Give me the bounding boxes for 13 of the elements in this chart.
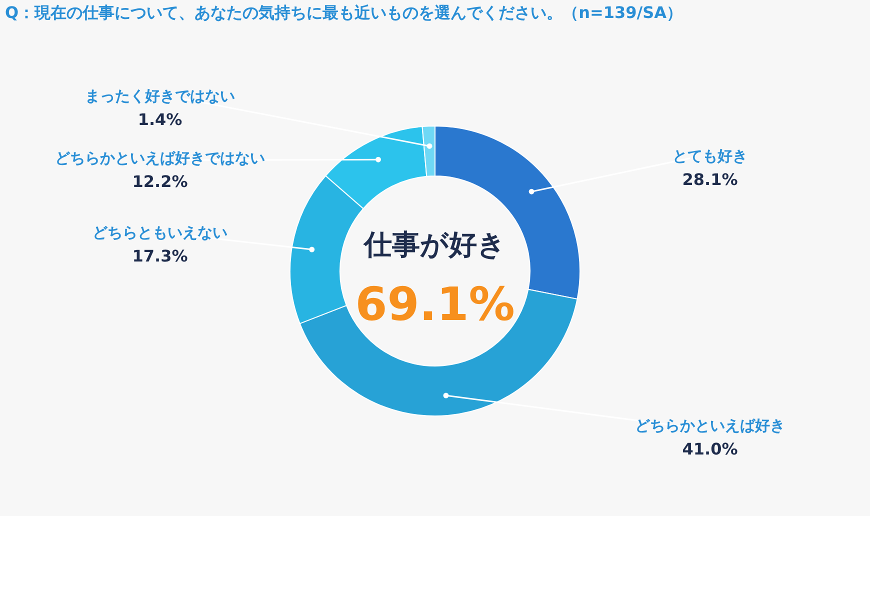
data-label: 1.4% — [138, 110, 182, 130]
slice-label: どちらかといえば好き — [635, 416, 785, 434]
slice-label: とても好き — [672, 147, 748, 166]
data-label: 17.3% — [132, 246, 188, 266]
text: 69.1% — [355, 277, 515, 331]
text: 仕事が好き — [362, 228, 506, 261]
data-label: 28.1% — [682, 170, 738, 190]
data-label: 12.2% — [132, 172, 188, 192]
data-label: 41.0% — [682, 439, 738, 458]
slice-label: どちらかといえば好きではない — [55, 149, 265, 168]
chart-title: Q：現在の仕事について、あなたの気持ちに最も近いものを選んでください。（n=139/SA） — [5, 3, 683, 22]
slice-label: まったく好きではない — [85, 87, 235, 106]
slice-label: どちらともいえない — [92, 224, 228, 242]
